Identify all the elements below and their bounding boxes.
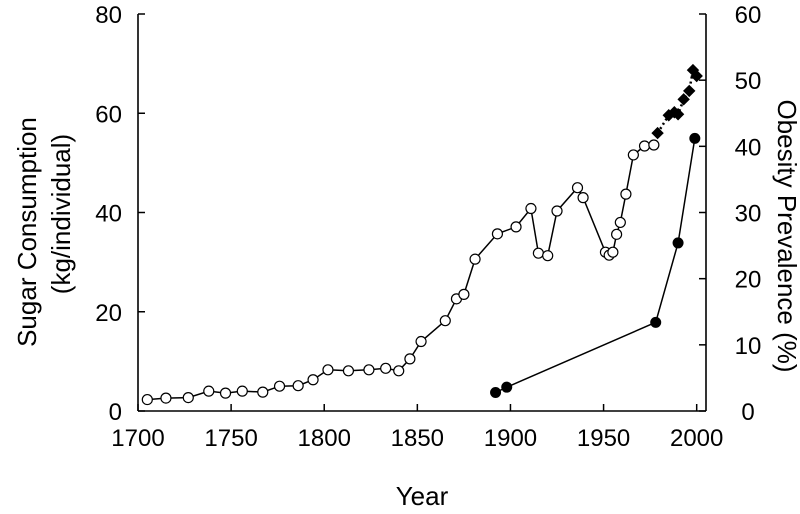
- filled-diamond-series-line: [656, 66, 698, 134]
- right-y-tick-label: 20: [735, 267, 762, 294]
- open-circle-point: [219, 387, 232, 399]
- right-y-tick-label: 30: [735, 201, 762, 228]
- left-y-tick-label: 80: [95, 2, 122, 29]
- x-tick-label: 1800: [298, 425, 351, 452]
- left-y-axis-title-line-1: Sugar Consumption: [12, 117, 42, 347]
- filled-diamond-point: [671, 108, 685, 121]
- open-circle-point: [342, 365, 355, 377]
- open-circle-point: [532, 247, 544, 259]
- open-circle-point: [525, 202, 537, 215]
- open-circle-point: [273, 380, 286, 392]
- open-circle-point: [380, 362, 392, 374]
- open-circle-point: [542, 250, 554, 262]
- open-circle-point: [404, 353, 416, 365]
- filled-circle-point: [650, 316, 662, 328]
- open-circle-point: [182, 392, 194, 404]
- open-circle-point: [439, 315, 451, 327]
- open-circle-point: [614, 216, 626, 229]
- left-y-axis-title-line-2: (kg/individual): [46, 134, 76, 294]
- series-points: [141, 63, 703, 406]
- open-circle-point: [607, 246, 619, 258]
- open-circle-point: [638, 140, 651, 152]
- open-circle-point: [257, 386, 269, 398]
- filled-circle-point: [490, 386, 502, 398]
- open-circle-point: [627, 149, 639, 161]
- filled-circle-point: [672, 237, 684, 249]
- open-circle-point: [363, 364, 375, 376]
- right-y-tick-label: 10: [735, 333, 762, 360]
- filled-circle-series-line: [495, 138, 696, 394]
- open-circle-point: [620, 188, 632, 200]
- x-axis-title: Year: [396, 481, 449, 511]
- x-tick-label: 1850: [391, 425, 444, 452]
- open-circle-point: [577, 192, 589, 204]
- right-y-axis-title: Obesity Prevalence (%): [772, 99, 800, 372]
- filled-diamond-point: [677, 93, 690, 106]
- filled-circle-point: [689, 132, 701, 144]
- right-y-tick-label: 50: [735, 68, 762, 95]
- open-circle-point: [393, 365, 405, 377]
- open-circle-point: [307, 374, 319, 386]
- open-circle-point: [648, 139, 660, 151]
- right-y-tick-label: 40: [735, 134, 762, 161]
- open-circle-point: [292, 380, 304, 392]
- right-y-tick-label: 0: [741, 399, 754, 426]
- open-circle-point: [571, 182, 584, 194]
- left-y-tick-label: 0: [109, 399, 122, 426]
- open-circle-point: [236, 385, 248, 397]
- open-circle-point: [510, 221, 522, 233]
- tick-labels: 1700 1750 1800 1850 1900 1950 2000 0 20 40 60 80 0 10…: [95, 2, 761, 452]
- x-tick-label: 1900: [484, 425, 537, 452]
- x-tick-label: 2000: [670, 425, 723, 452]
- open-circle-point: [141, 393, 153, 406]
- filled-diamond-point: [651, 126, 664, 140]
- left-y-tick-label: 40: [95, 201, 122, 228]
- open-circle-point: [611, 228, 623, 240]
- left-y-tick-label: 60: [95, 101, 122, 128]
- open-circle-point: [203, 385, 215, 397]
- open-circle-point: [551, 205, 563, 217]
- left-y-tick-label: 20: [95, 300, 122, 327]
- open-circle-point: [415, 335, 427, 348]
- open-circle-point: [469, 253, 481, 265]
- x-tick-label: 1950: [577, 425, 630, 452]
- open-circle-point: [322, 364, 334, 376]
- open-circle-point: [458, 288, 470, 300]
- x-tick-label: 1700: [111, 425, 164, 452]
- axes: [137, 14, 707, 412]
- x-tick-label: 1750: [204, 425, 257, 452]
- ticks: [137, 13, 706, 412]
- filled-circle-point: [501, 381, 513, 393]
- filled-diamond-point: [690, 69, 703, 83]
- open-circle-point: [491, 228, 504, 240]
- right-y-tick-label: 60: [735, 2, 762, 29]
- filled-diamond-point: [683, 84, 696, 98]
- open-circle-point: [160, 392, 172, 404]
